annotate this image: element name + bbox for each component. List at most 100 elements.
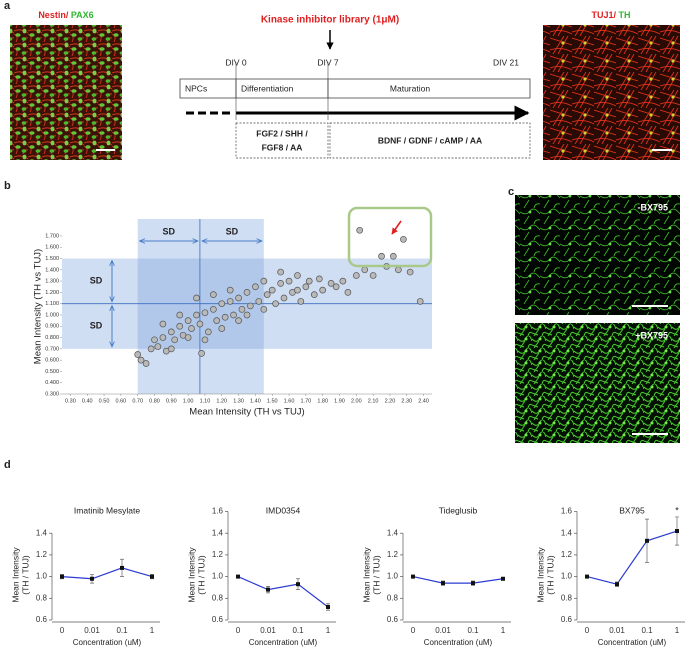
y-tick-label: 0.500 [45,369,59,375]
point [243,289,251,296]
y-tick-label: 1.500 [45,256,59,262]
x-tick-label: 0.80 [149,398,160,404]
x-tick-label: 0.1 [641,626,653,635]
point [400,235,407,243]
x-tick-label: 2.10 [368,398,379,404]
point [238,305,246,313]
panel-label: c [508,186,514,198]
panel-label: d [4,459,11,471]
y-tick-label: 1.6 [212,507,224,516]
x-tick-label: 1 [150,626,155,635]
y-axis-label: (TH / TUJ) [20,555,30,595]
point [198,350,205,357]
x-axis-label: Concentration (uM) [598,638,667,647]
point [378,252,385,260]
x-tick-label: 1.50 [267,398,278,404]
point [389,252,397,260]
x-tick-label: 1.00 [183,398,194,404]
label-part: TH [619,10,631,20]
x-axis-label: Concentration (uM) [424,638,493,647]
y-axis-label: (TH / TUJ) [371,555,381,595]
stage-label: NPCs [185,83,207,93]
point [60,574,64,579]
y-tick-label: 1.200 [45,290,59,296]
x-axis-label: Mean Intensity (TH vs TUJ) [189,407,304,418]
x-tick-label: 1.90 [334,398,345,404]
x-tick-label: 1 [326,626,331,635]
y-axis-label: Mean Intensity (TH vs TUJ) [33,249,44,364]
point [196,320,204,328]
y-tick-label: 0.8 [561,593,573,602]
point [235,294,242,302]
y-tick-label: 0.8 [387,593,399,602]
y-tick-label: 1.300 [45,279,59,285]
x-tick-label: 1.10 [200,398,211,404]
y-tick-label: 1.000 [45,312,59,318]
point [297,298,305,305]
x-tick-label: 1.30 [233,398,244,404]
y-tick-label: 0.8 [36,593,48,602]
x-tick-label: 1 [675,626,680,635]
point [235,317,242,324]
point [356,226,364,234]
y-axis-label: Mean Intensity [10,547,20,603]
point [260,277,268,285]
point [218,325,226,332]
point [213,317,221,324]
point [280,294,288,302]
chart-title: IMD0354 [266,505,301,515]
sd-label: SD [163,226,176,236]
y-tick-label: 0.6 [561,615,573,624]
point [296,582,300,587]
point [201,336,209,344]
chart-title: Imatinib Mesylate [74,505,140,515]
y-tick-label: 0.400 [45,380,59,386]
y-tick-label: 1.700 [45,233,59,239]
x-tick-label: 0.60 [116,398,127,404]
y-tick-label: 0.8 [212,593,224,602]
panel-label: a [4,0,11,12]
y-axis-label: (TH / TUJ) [545,555,555,595]
x-axis-label: Concentration (uM) [73,638,142,647]
x-tick-label: 0.01 [609,626,625,635]
y-tick-label: 1.0 [387,572,399,581]
x-tick-label: 1.60 [284,398,295,404]
point [137,356,145,364]
y-tick-label: 0.300 [45,391,59,397]
point [236,574,240,579]
day-label: DIV 21 [493,57,519,67]
y-tick-label: 1.6 [561,507,573,516]
point [134,351,142,358]
point [319,286,327,294]
y-tick-label: 1.2 [36,550,48,559]
stage-label: Maturation [390,83,430,93]
point [294,272,301,279]
point [210,305,217,313]
x-tick-label: 0.01 [435,626,451,635]
point [585,574,589,579]
sd-label: SD [226,226,239,236]
highlight-box [347,206,433,268]
sd-label: SD [90,275,103,285]
point [167,328,175,336]
label-part: PAX6 [71,10,94,20]
point [406,268,414,276]
series-line [586,530,678,585]
y-tick-label: 0.900 [45,324,59,330]
y-axis-label: Mean Intensity [186,547,196,603]
y-tick-label: 1.600 [45,245,59,251]
label-part: TUJ1/ [591,10,616,20]
point [675,529,679,534]
point [615,582,619,587]
point [201,309,209,317]
chart-title: BX795 [619,505,645,515]
factor-label: FGF2 / SHH / [256,128,308,138]
significance: * [675,505,679,515]
x-tick-label: 0.01 [84,626,100,635]
micrograph [515,195,680,315]
x-tick-label: 1.80 [317,398,328,404]
point [176,322,184,330]
